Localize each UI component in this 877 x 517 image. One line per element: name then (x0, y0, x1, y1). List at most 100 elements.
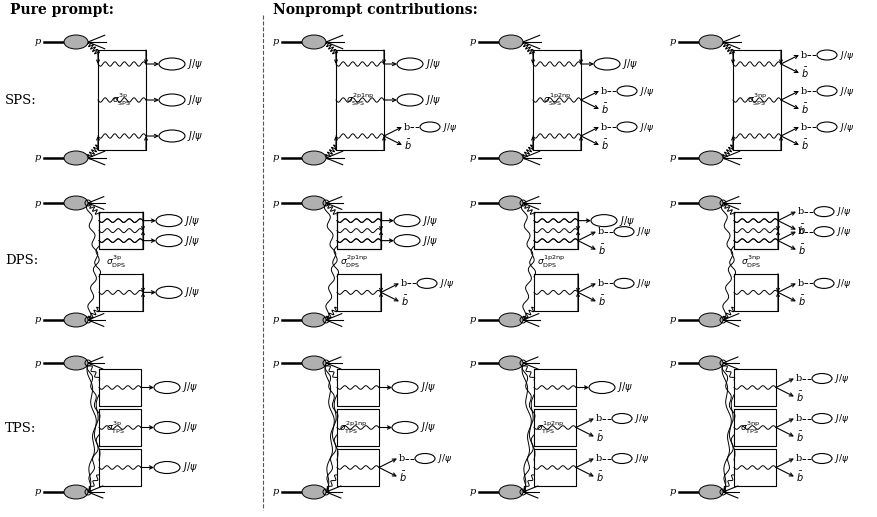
Text: b: b (798, 279, 804, 288)
Ellipse shape (397, 58, 423, 70)
Text: b: b (796, 414, 802, 423)
Text: $\bar{b}$: $\bar{b}$ (601, 102, 609, 116)
Text: $J/\psi$: $J/\psi$ (187, 93, 203, 107)
Text: $\bar{b}$: $\bar{b}$ (796, 389, 803, 403)
Text: $\bar{b}$: $\bar{b}$ (401, 294, 409, 308)
Ellipse shape (814, 207, 834, 217)
Text: $J/\psi$: $J/\psi$ (639, 120, 654, 133)
Text: $J/\psi$: $J/\psi$ (839, 49, 854, 62)
Text: $\bar{b}$: $\bar{b}$ (801, 138, 809, 152)
Text: p: p (470, 199, 476, 207)
Text: $\sigma_{\rm DPS}^{\rm 3p}$: $\sigma_{\rm DPS}^{\rm 3p}$ (106, 253, 126, 270)
Text: p: p (35, 199, 41, 207)
Ellipse shape (154, 382, 180, 393)
Ellipse shape (156, 215, 182, 226)
Ellipse shape (64, 196, 88, 210)
Text: p: p (670, 488, 676, 496)
Ellipse shape (394, 215, 420, 226)
Text: p: p (273, 358, 279, 368)
Ellipse shape (159, 58, 185, 70)
Text: $J/\psi$: $J/\psi$ (182, 381, 198, 394)
Text: $J/\psi$: $J/\psi$ (187, 129, 203, 143)
Text: p: p (470, 38, 476, 47)
Text: p: p (273, 488, 279, 496)
Text: b: b (801, 86, 807, 96)
Text: b: b (401, 279, 407, 288)
Text: $J/\psi$: $J/\psi$ (425, 57, 441, 71)
Ellipse shape (64, 313, 88, 327)
Ellipse shape (302, 196, 326, 210)
Text: p: p (470, 315, 476, 325)
Text: $J/\psi$: $J/\psi$ (619, 214, 635, 227)
Text: p: p (670, 154, 676, 162)
Text: b: b (801, 123, 807, 131)
Ellipse shape (302, 356, 326, 370)
Text: b: b (596, 454, 602, 463)
Text: p: p (273, 154, 279, 162)
Text: $\sigma_{\rm TPS}^{\rm 3np}$: $\sigma_{\rm TPS}^{\rm 3np}$ (740, 419, 760, 436)
Text: $J/\psi$: $J/\psi$ (634, 412, 649, 425)
Text: $J/\psi$: $J/\psi$ (834, 412, 849, 425)
Ellipse shape (699, 356, 723, 370)
Text: $J/\psi$: $J/\psi$ (184, 234, 200, 248)
Text: p: p (670, 38, 676, 47)
Text: $\sigma_{\rm TPS}^{\rm 1p2np}$: $\sigma_{\rm TPS}^{\rm 1p2np}$ (536, 419, 564, 436)
Text: p: p (35, 315, 41, 325)
Ellipse shape (817, 86, 837, 96)
Ellipse shape (420, 122, 440, 132)
Ellipse shape (814, 278, 834, 288)
Text: $\sigma_{\rm DPS}^{\rm 3np}$: $\sigma_{\rm DPS}^{\rm 3np}$ (741, 253, 761, 270)
Text: p: p (35, 38, 41, 47)
Text: $J/\psi$: $J/\psi$ (425, 93, 441, 107)
Text: $\bar{b}$: $\bar{b}$ (798, 242, 806, 256)
Ellipse shape (417, 278, 437, 288)
Text: p: p (273, 199, 279, 207)
Ellipse shape (812, 453, 832, 464)
Text: $\sigma_{\rm DPS}^{\rm 1p2np}$: $\sigma_{\rm DPS}^{\rm 1p2np}$ (537, 253, 565, 270)
Text: p: p (470, 358, 476, 368)
Ellipse shape (594, 58, 620, 70)
Ellipse shape (64, 485, 88, 499)
Text: $\bar{b}$: $\bar{b}$ (596, 430, 603, 444)
Text: $J/\psi$: $J/\psi$ (182, 420, 198, 434)
Text: $J/\psi$: $J/\psi$ (422, 214, 438, 227)
Text: $J/\psi$: $J/\psi$ (182, 461, 198, 475)
Text: p: p (670, 315, 676, 325)
Text: $J/\psi$: $J/\psi$ (422, 234, 438, 248)
Ellipse shape (302, 313, 326, 327)
Text: $J/\psi$: $J/\psi$ (437, 452, 453, 465)
Ellipse shape (617, 86, 637, 96)
Text: $J/\psi$: $J/\psi$ (420, 381, 437, 394)
Text: $\sigma_{\rm DPS}^{\rm 2p1np}$: $\sigma_{\rm DPS}^{\rm 2p1np}$ (340, 253, 368, 270)
Ellipse shape (617, 122, 637, 132)
Text: $\bar{b}$: $\bar{b}$ (399, 469, 407, 483)
Text: $J/\psi$: $J/\psi$ (834, 452, 849, 465)
Text: TPS:: TPS: (5, 421, 36, 434)
Text: b: b (596, 414, 602, 423)
Text: $J/\psi$: $J/\psi$ (184, 285, 200, 299)
Text: b: b (796, 454, 802, 463)
Text: b: b (601, 86, 607, 96)
Text: $J/\psi$: $J/\psi$ (834, 372, 849, 385)
Text: $J/\psi$: $J/\psi$ (839, 120, 854, 133)
Text: $J/\psi$: $J/\psi$ (839, 84, 854, 98)
Ellipse shape (817, 50, 837, 60)
Ellipse shape (699, 151, 723, 165)
Text: $J/\psi$: $J/\psi$ (836, 225, 852, 238)
Ellipse shape (814, 226, 834, 237)
Text: $\bar{b}$: $\bar{b}$ (798, 223, 806, 237)
Text: b: b (798, 207, 804, 216)
Text: p: p (670, 199, 676, 207)
Ellipse shape (499, 151, 523, 165)
Text: $\bar{b}$: $\bar{b}$ (598, 242, 606, 256)
Text: $\bar{b}$: $\bar{b}$ (796, 469, 803, 483)
Ellipse shape (415, 453, 435, 464)
Text: $\bar{b}$: $\bar{b}$ (404, 138, 411, 152)
Ellipse shape (156, 286, 182, 298)
Ellipse shape (817, 122, 837, 132)
Text: b: b (404, 123, 410, 131)
Text: $J/\psi$: $J/\psi$ (184, 214, 200, 227)
Text: b: b (798, 227, 804, 236)
Text: p: p (470, 488, 476, 496)
Ellipse shape (591, 215, 617, 226)
